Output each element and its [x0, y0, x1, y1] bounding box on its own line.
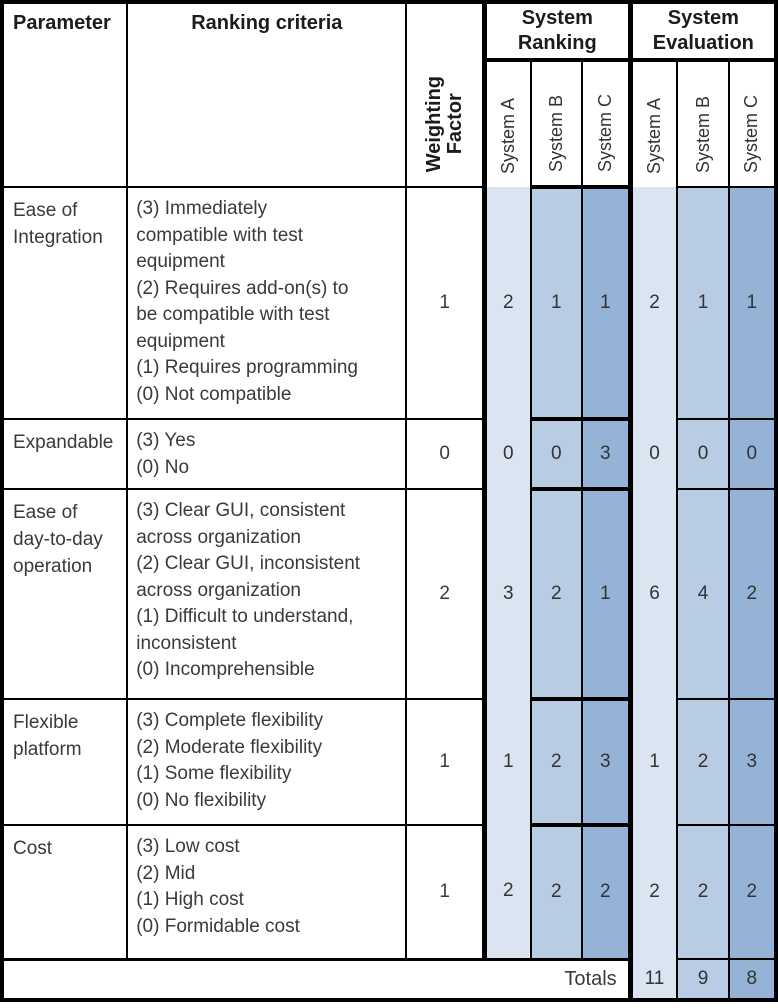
evaluation-system-b-column-header: System B [676, 60, 730, 188]
ranking-value-cell: 3 [481, 489, 532, 699]
ranking-value-cell: 1 [580, 185, 633, 419]
totals-label-cell: Totals [2, 957, 631, 1000]
ranking-value-cell: 0 [529, 417, 583, 489]
totals-row: Totals 11 9 8 [2, 957, 776, 1000]
ranking-value-cell: 1 [580, 487, 633, 699]
ranking-value-cell: 0 [481, 419, 532, 489]
weighting-factor-column-header: Weighting Factor [405, 1, 486, 188]
ranking-value-cell: 2 [481, 825, 532, 959]
ranking-value-cell: 3 [580, 417, 633, 489]
totals-evaluation-value-cell: 11 [627, 959, 679, 1000]
weighting-factor-label: Weighting Factor [422, 75, 466, 172]
weighting-factor-cell: 2 [405, 488, 486, 700]
ranking-value-cell: 2 [529, 823, 583, 959]
table-row-expandable: Expandable (3) Yes (0) No 0 0 0 3 0 0 0 [0, 417, 776, 490]
ranking-criteria-column-header: Ranking criteria [126, 1, 408, 188]
ranking-system-b-column-header: System B [529, 60, 583, 189]
table-row-flexible-platform: Flexible platform (3) Complete flexibili… [0, 697, 776, 826]
weighting-factor-cell: 0 [405, 418, 486, 490]
ranking-value-cell: 2 [529, 487, 583, 699]
criteria-cell: (3) Low cost (2) Mid (1) High cost (0) F… [126, 824, 408, 960]
weighting-factor-cell: 1 [405, 698, 486, 826]
totals-evaluation-value-cell: 8 [727, 958, 776, 1000]
header-system-row: System A System B System C System A Syst… [2, 60, 776, 189]
parameter-column-header: Parameter [0, 1, 129, 188]
parameter-cell: Expandable [0, 418, 129, 490]
parameter-cell: Ease of Integration [0, 186, 129, 420]
table-row-ease-of-day-to-day-operation: Ease of day-to-day operation (3) Clear G… [0, 487, 776, 700]
parameter-cell: Cost [0, 824, 129, 960]
header-group-row: Parameter Ranking criteria Weighting Fac… [0, 1, 776, 188]
evaluation-value-cell: 0 [627, 419, 679, 489]
weighting-factor-cell: 1 [405, 824, 486, 960]
evaluation-value-cell: 2 [727, 488, 776, 699]
ranking-value-cell: 1 [529, 185, 583, 419]
evaluation-value-cell: 6 [627, 489, 679, 699]
evaluation-value-cell: 1 [727, 186, 776, 419]
evaluation-value-cell: 4 [676, 488, 730, 699]
table-row-cost: Cost (3) Low cost (2) Mid (1) High cost … [0, 823, 776, 960]
evaluation-system-c-column-header: System C [727, 60, 776, 188]
weighting-factor-cell: 1 [405, 186, 486, 420]
ranking-value-cell: 2 [580, 823, 633, 959]
ranking-value-cell: 2 [481, 187, 532, 419]
criteria-cell: (3) Complete flexibility (2) Moderate fl… [126, 698, 408, 826]
evaluation-value-cell: 0 [676, 418, 730, 489]
criteria-cell: (3) Yes (0) No [126, 418, 408, 490]
parameter-cell: Flexible platform [0, 698, 129, 826]
evaluation-value-cell: 0 [727, 418, 776, 489]
parameter-cell: Ease of day-to-day operation [0, 488, 129, 700]
evaluation-value-cell: 2 [627, 187, 679, 419]
evaluation-value-cell: 2 [676, 824, 730, 959]
ranking-system-a-column-header: System A [481, 60, 532, 187]
evaluation-value-cell: 2 [627, 825, 679, 959]
criteria-cell: (3) Immediately compatible with test equ… [126, 186, 408, 420]
criteria-cell: (3) Clear GUI, consistent across organiz… [126, 488, 408, 700]
ranking-system-c-column-header: System C [580, 60, 633, 189]
table-row-ease-of-integration: Ease of Integration (3) Immediately comp… [0, 185, 776, 420]
ranking-value-cell: 1 [481, 699, 532, 825]
evaluation-value-cell: 2 [676, 698, 730, 825]
system-ranking-group-header: System Ranking [481, 2, 633, 62]
evaluation-value-cell: 1 [676, 186, 730, 419]
evaluation-value-cell: 3 [727, 698, 776, 825]
evaluation-system-a-column-header: System A [627, 60, 679, 187]
ranking-value-cell: 2 [529, 697, 583, 825]
totals-evaluation-value-cell: 9 [676, 958, 730, 1000]
system-evaluation-group-header: System Evaluation [627, 2, 776, 62]
ranking-value-cell: 3 [580, 697, 633, 825]
evaluation-value-cell: 1 [627, 699, 679, 825]
evaluation-value-cell: 2 [727, 824, 776, 959]
